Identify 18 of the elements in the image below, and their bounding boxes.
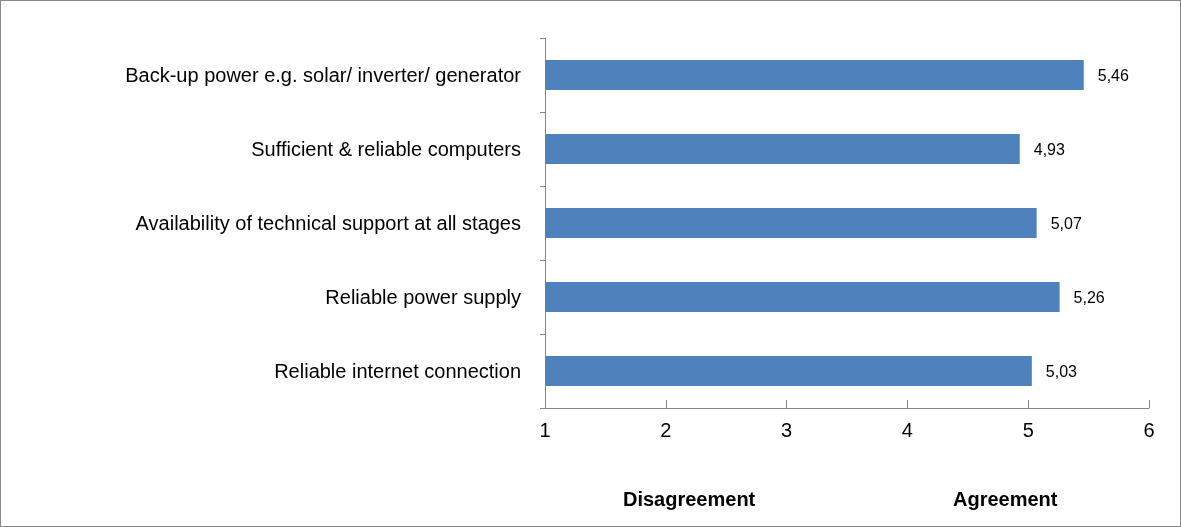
data-label: 5,46: [1097, 66, 1130, 84]
x-tick-label: 6: [1143, 419, 1155, 441]
text: Disagreement: [623, 488, 756, 510]
data-label: 5,26: [1073, 288, 1105, 306]
y-tick-label: Reliable internet connection: [274, 360, 521, 382]
y-tick-label: Sufficient & reliable computers: [251, 138, 521, 160]
x-tick-label: 4: [901, 419, 913, 441]
data-label: 4,93: [1033, 140, 1065, 158]
x-tick-label: 1: [539, 419, 551, 441]
x-tick-label: 2: [660, 419, 672, 441]
x-tick-label: 3: [781, 419, 793, 441]
y-tick-label: Availability of technical support at all stages: [135, 212, 521, 234]
y-tick-label: Back-up power e.g. solar/ inverter/ generator: [125, 64, 522, 86]
y-tick-label: Reliable power supply: [325, 286, 521, 308]
data-label: 5,03: [1045, 362, 1078, 380]
data-label: 5,07: [1050, 214, 1082, 232]
x-tick-label: 5: [1022, 419, 1034, 441]
text: Agreement: [953, 488, 1058, 510]
